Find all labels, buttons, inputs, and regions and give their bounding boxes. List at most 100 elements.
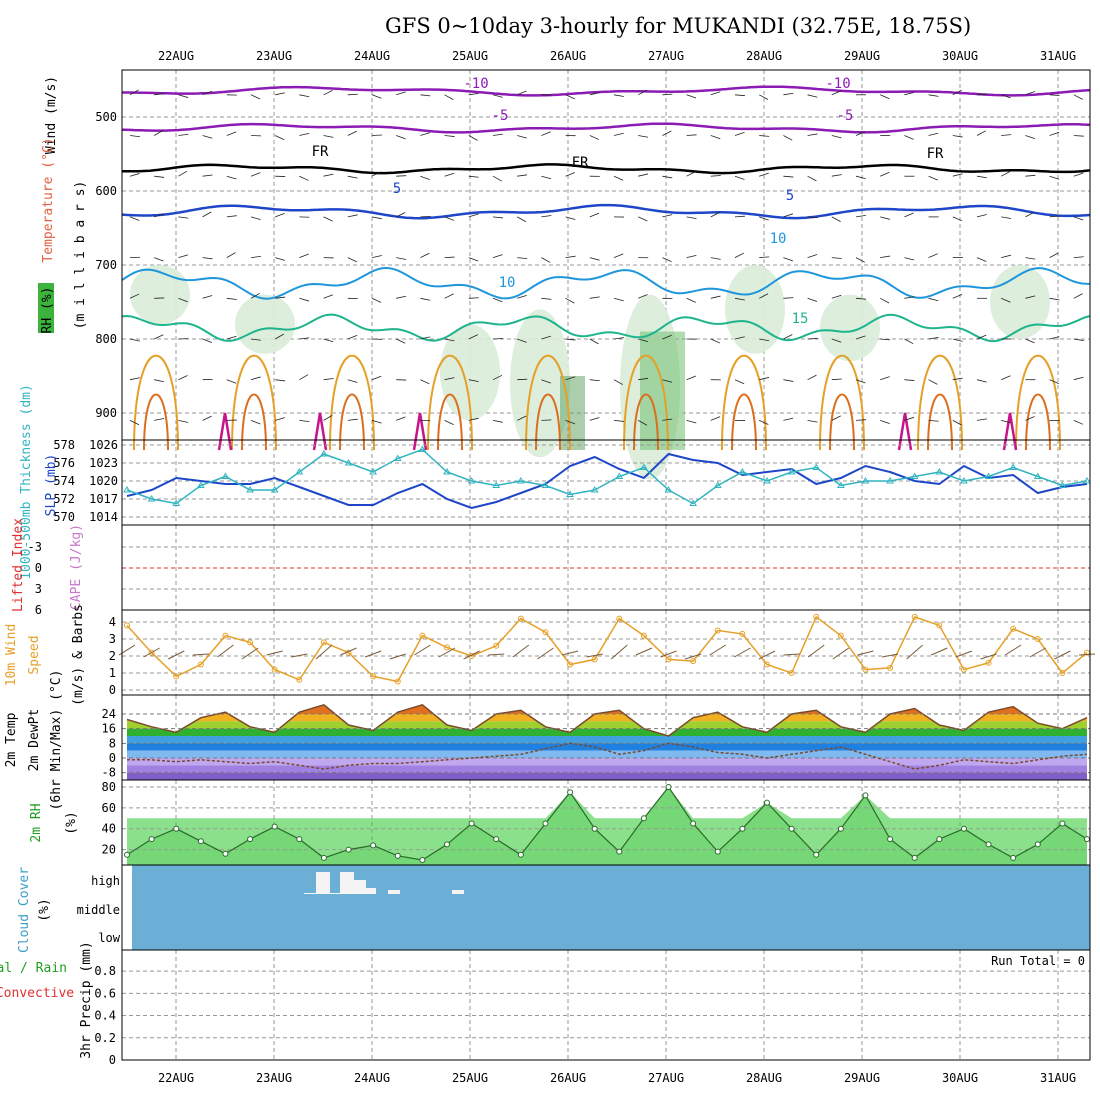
rh-point — [936, 836, 943, 843]
wind-barb — [1073, 256, 1084, 258]
thickness-point — [738, 468, 747, 475]
wind-barb — [831, 257, 842, 259]
wind-barb — [541, 175, 552, 180]
temp-contour-25 — [437, 393, 463, 451]
wind-barb — [202, 135, 213, 139]
wind-barb — [613, 420, 624, 422]
wind-barb — [420, 132, 431, 136]
wind-barb — [266, 650, 283, 656]
thickness-point — [590, 486, 599, 493]
wind-barb — [855, 257, 866, 263]
date-label-bottom: 26AUG — [550, 1071, 586, 1085]
wind-barb — [734, 132, 745, 136]
thickness-point — [1058, 481, 1067, 488]
wind-barb — [638, 338, 648, 342]
wind-barb — [565, 297, 575, 304]
wind-barb — [759, 420, 769, 425]
wind-barb — [1073, 172, 1084, 177]
wind-barb — [952, 294, 963, 299]
wind-barb — [1073, 135, 1084, 137]
wind-barb — [1073, 338, 1084, 341]
wind-barb — [275, 333, 285, 340]
temp-line — [126, 703, 1088, 737]
contour-label: 10 — [499, 275, 516, 291]
ylabel-precip-1: Total / Rain — [0, 961, 67, 976]
wind-barb — [855, 131, 866, 136]
wind-speed-point — [222, 632, 229, 639]
wind-barb — [347, 379, 358, 383]
thickness-point — [984, 472, 993, 479]
rh-shade — [820, 294, 880, 362]
wind-barb — [468, 93, 479, 96]
thickness-point — [196, 481, 205, 488]
wind-barb — [807, 94, 818, 98]
wind-barb — [517, 90, 527, 96]
wind-speed-point — [764, 661, 770, 668]
thickness-tick: 574 — [53, 474, 75, 488]
cloud-high-bar — [366, 888, 376, 894]
pressure-tick: 600 — [95, 184, 117, 198]
slp-tick: 1017 — [89, 492, 118, 506]
wind-barb — [831, 378, 842, 381]
wind-barb — [420, 336, 431, 340]
wind-barb — [1049, 336, 1060, 340]
wind-barb — [371, 216, 382, 220]
wind-barb — [347, 130, 357, 136]
wind-barb — [541, 131, 551, 136]
wind-barb — [323, 135, 334, 138]
wind-barb — [1001, 297, 1011, 303]
wind-barb — [880, 376, 890, 381]
wind-barb — [396, 175, 407, 177]
wind-barb — [129, 216, 140, 221]
precip-tick: 0.2 — [94, 1031, 116, 1045]
thickness-point — [615, 472, 624, 479]
temp-tick: 16 — [102, 722, 116, 736]
wind-barb — [178, 254, 189, 258]
wind-barb — [444, 420, 454, 425]
wind-barb — [710, 338, 721, 344]
cloud-level-label: low — [98, 931, 120, 945]
wind-barb — [710, 257, 721, 260]
wind-barb — [396, 257, 407, 260]
wind-speed-point — [887, 664, 894, 671]
wind-speed-point — [370, 673, 377, 680]
wind-speed-point — [665, 656, 672, 663]
rh-point — [591, 825, 598, 832]
wind-barb — [396, 295, 407, 299]
wind-barb — [444, 256, 455, 258]
ylabel-temp-3: (6hr Min/Max) (°C) — [49, 670, 64, 811]
wind-barb — [226, 175, 237, 180]
rh-tick: 60 — [102, 801, 116, 815]
wind-barb — [517, 216, 527, 223]
wind-barb — [759, 94, 769, 100]
thickness-point — [812, 463, 821, 470]
wind-speed-point — [616, 615, 623, 622]
wind-barb — [517, 135, 527, 139]
wind-barb — [880, 255, 891, 258]
wind-barb — [613, 379, 623, 385]
rh-point — [665, 784, 672, 790]
wind-barb — [807, 374, 817, 381]
wind-speed-point — [1010, 625, 1017, 632]
wind-barb — [1049, 175, 1060, 180]
wind-barb — [976, 257, 987, 262]
wind-barb — [168, 650, 185, 660]
temp-band — [127, 728, 1087, 736]
wind-barb — [783, 653, 800, 656]
ylabel-rh-1: 2m RH — [29, 803, 44, 842]
wind-tick: 3 — [109, 632, 116, 646]
wind-barb — [686, 420, 697, 424]
wind-barb — [662, 214, 673, 218]
wind-barb — [129, 377, 140, 381]
date-label-top: 30AUG — [942, 49, 978, 63]
wind-barb — [323, 338, 334, 343]
wind-barb — [710, 91, 721, 96]
wind-barb — [217, 644, 234, 658]
contour-label: -5 — [837, 108, 854, 124]
cloud-level-label: high — [91, 874, 120, 888]
wind-barb — [371, 297, 382, 303]
rh-point — [640, 815, 647, 822]
wind-barb — [396, 212, 406, 218]
thickness-point — [147, 495, 156, 502]
li-tick: 3 — [35, 582, 42, 596]
